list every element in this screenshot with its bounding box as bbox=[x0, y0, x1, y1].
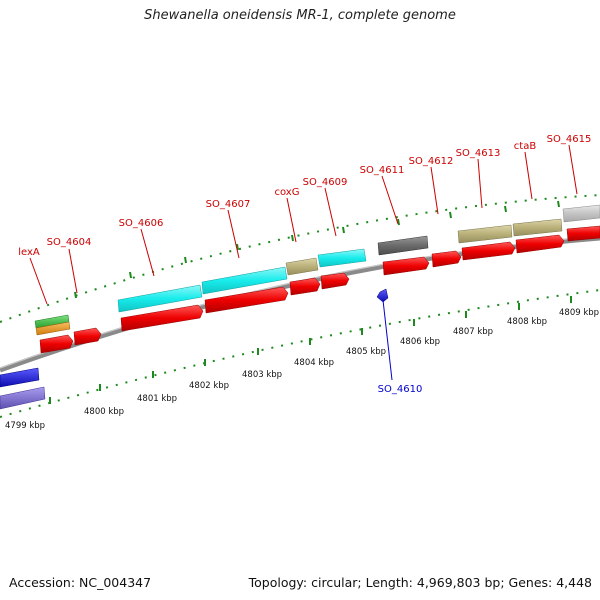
kbp-label: 4805 kbp bbox=[346, 347, 386, 357]
reverse-cds-arrow[interactable] bbox=[376, 288, 389, 303]
leader-line bbox=[524, 151, 533, 200]
leader-line bbox=[140, 228, 155, 277]
cds-arrow[interactable] bbox=[204, 286, 289, 314]
accession-text: Accession: NC_004347 bbox=[9, 575, 152, 590]
gene-label-so-4606: SO_4606 bbox=[119, 218, 164, 229]
upper-tick-track bbox=[0, 194, 600, 323]
forward-cds-track bbox=[39, 225, 600, 354]
feature-block[interactable] bbox=[0, 367, 40, 388]
map-title: Shewanella oneidensis MR-1, complete gen… bbox=[144, 8, 456, 23]
gene-label-so-4613: SO_4613 bbox=[456, 148, 501, 159]
cds-arrow[interactable] bbox=[382, 256, 430, 276]
upper-feature-track bbox=[34, 204, 600, 336]
gene-label-so-4610: SO_4610 bbox=[378, 384, 423, 395]
gene-label-so-4609: SO_4609 bbox=[303, 177, 348, 188]
gene-label-so-4607: SO_4607 bbox=[206, 199, 251, 210]
leader-line bbox=[227, 209, 240, 259]
cds-arrow[interactable] bbox=[566, 225, 600, 242]
feature-block[interactable] bbox=[377, 235, 429, 256]
gene-label-ctab: ctaB bbox=[514, 141, 537, 152]
backbone-highlight bbox=[0, 235, 600, 369]
leader-line bbox=[68, 248, 78, 294]
gene-label-lexa: lexA bbox=[18, 247, 40, 258]
gene-label-so-4611: SO_4611 bbox=[360, 165, 405, 176]
kbp-label: 4799 kbp bbox=[5, 421, 45, 431]
gene-labels: lexA SO_4604 SO_4606 SO_4607 coxG SO_460… bbox=[18, 134, 591, 395]
kbp-label: 4801 kbp bbox=[137, 394, 177, 404]
kbp-label: 4804 kbp bbox=[294, 358, 334, 368]
leader-line bbox=[324, 187, 337, 237]
kbp-labels: 4799 kbp 4800 kbp 4801 kbp 4802 kbp 4803… bbox=[5, 308, 599, 431]
leader-line bbox=[568, 144, 578, 195]
gene-label-so-4612: SO_4612 bbox=[409, 156, 454, 167]
leader-line bbox=[381, 175, 399, 225]
leader-line bbox=[430, 166, 439, 215]
kbp-label: 4803 kbp bbox=[242, 370, 282, 380]
leader-line bbox=[477, 158, 483, 209]
feature-block[interactable] bbox=[512, 218, 563, 237]
cds-arrow[interactable] bbox=[289, 277, 321, 296]
kbp-label: 4807 kbp bbox=[453, 327, 493, 337]
leader-line bbox=[382, 299, 393, 381]
reverse-feature-track bbox=[0, 288, 389, 410]
gene-label-so-4604: SO_4604 bbox=[47, 237, 92, 248]
leader-line bbox=[29, 257, 48, 305]
feature-block[interactable] bbox=[35, 321, 71, 336]
gene-label-coxg: coxG bbox=[275, 187, 300, 198]
cds-arrow[interactable] bbox=[39, 334, 74, 354]
upper-major-ticks bbox=[74, 200, 560, 299]
kbp-label: 4809 kbp bbox=[559, 308, 599, 318]
cds-arrow[interactable] bbox=[320, 272, 350, 290]
lower-tick-track bbox=[0, 289, 600, 418]
label-leaders bbox=[29, 144, 578, 381]
cds-arrow[interactable] bbox=[461, 241, 516, 261]
kbp-label: 4800 kbp bbox=[84, 407, 124, 417]
kbp-label: 4808 kbp bbox=[507, 317, 547, 327]
feature-block[interactable] bbox=[285, 257, 319, 276]
lower-major-ticks bbox=[49, 296, 572, 404]
leader-line bbox=[286, 197, 297, 243]
gene-label-so-4615: SO_4615 bbox=[547, 134, 592, 145]
feature-block[interactable] bbox=[117, 284, 203, 313]
cds-arrow[interactable] bbox=[120, 304, 204, 332]
genome-summary-text: Topology: circular; Length: 4,969,803 bp… bbox=[248, 575, 592, 590]
feature-block[interactable] bbox=[201, 266, 288, 295]
feature-block[interactable] bbox=[457, 224, 513, 244]
backbone-line bbox=[0, 235, 600, 373]
cds-arrow[interactable] bbox=[515, 234, 565, 254]
kbp-label: 4806 kbp bbox=[400, 337, 440, 347]
cds-arrow[interactable] bbox=[73, 327, 102, 346]
feature-block[interactable] bbox=[0, 386, 46, 410]
kbp-label: 4802 kbp bbox=[189, 381, 229, 391]
cds-arrow[interactable] bbox=[431, 250, 462, 268]
feature-block[interactable] bbox=[562, 204, 600, 223]
feature-block[interactable] bbox=[317, 248, 367, 268]
